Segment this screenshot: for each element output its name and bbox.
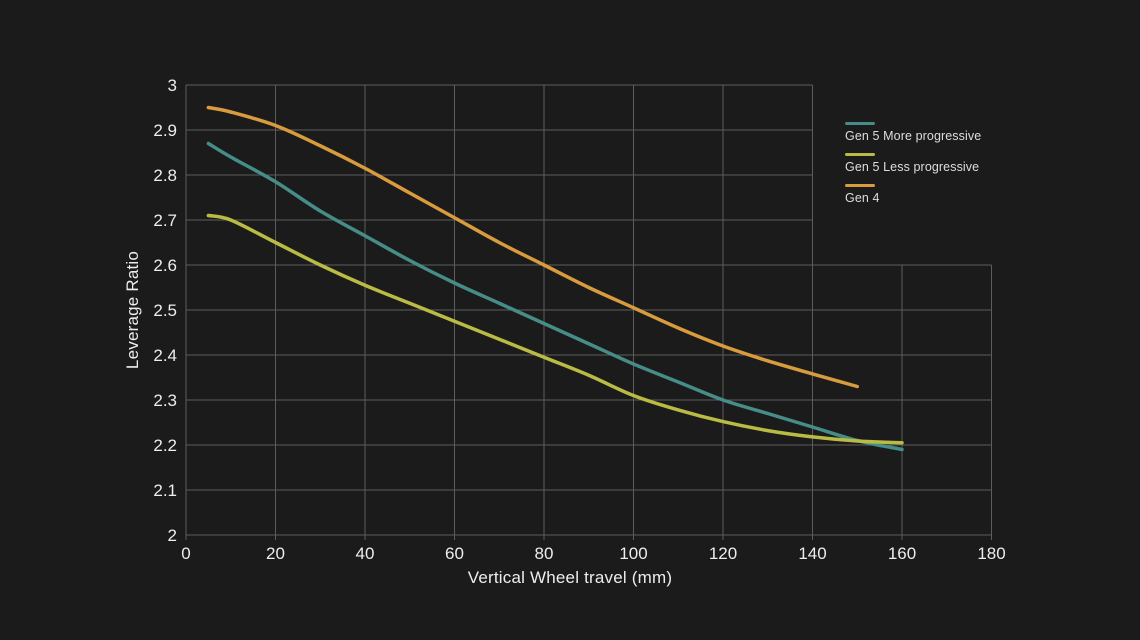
x-tick-label: 140 xyxy=(798,544,826,563)
legend-label-gen4: Gen 4 xyxy=(845,191,880,205)
y-tick-label: 2.6 xyxy=(153,256,177,275)
legend-label-gen5-less: Gen 5 Less progressive xyxy=(845,160,980,174)
legend-label-gen5-more: Gen 5 More progressive xyxy=(845,129,982,143)
series-line-gen-5-less-progressive xyxy=(206,213,904,445)
x-tick-label: 180 xyxy=(977,544,1005,563)
y-tick-label: 3 xyxy=(168,76,177,95)
legend-swatch-gen4 xyxy=(845,184,875,187)
x-tick-label: 120 xyxy=(709,544,737,563)
y-tick-label: 2.5 xyxy=(153,301,177,320)
x-tick-label: 20 xyxy=(266,544,285,563)
x-tick-label: 60 xyxy=(445,544,464,563)
y-tick-label: 2.1 xyxy=(153,481,177,500)
x-tick-label: 0 xyxy=(181,544,190,563)
x-tick-label: 80 xyxy=(535,544,554,563)
y-tick-label: 2.4 xyxy=(153,346,177,365)
x-tick-label: 100 xyxy=(619,544,647,563)
legend-item-gen4: Gen 4 xyxy=(845,184,981,205)
y-tick-label: 2.7 xyxy=(153,211,177,230)
y-tick-label: 2 xyxy=(168,526,177,545)
y-tick-label: 2.3 xyxy=(153,391,177,410)
legend-swatch-gen5-less xyxy=(845,153,875,156)
legend: Gen 5 More progressive Gen 5 Less progre… xyxy=(845,122,981,215)
x-tick-label: 160 xyxy=(888,544,916,563)
series-line-gen-4 xyxy=(206,105,859,389)
legend-item-gen5-more: Gen 5 More progressive xyxy=(845,122,981,143)
y-tick-label: 2.2 xyxy=(153,436,177,455)
x-axis-title: Vertical Wheel travel (mm) xyxy=(467,568,673,587)
y-tick-label: 2.8 xyxy=(153,166,177,185)
x-tick-label: 40 xyxy=(356,544,375,563)
legend-item-gen5-less: Gen 5 Less progressive xyxy=(845,153,981,174)
legend-swatch-gen5-more xyxy=(845,122,875,125)
y-tick-label: 2.9 xyxy=(153,121,177,140)
series-line-gen-5-more-progressive xyxy=(206,141,904,452)
y-axis-title: Leverage Ratio xyxy=(123,250,142,370)
